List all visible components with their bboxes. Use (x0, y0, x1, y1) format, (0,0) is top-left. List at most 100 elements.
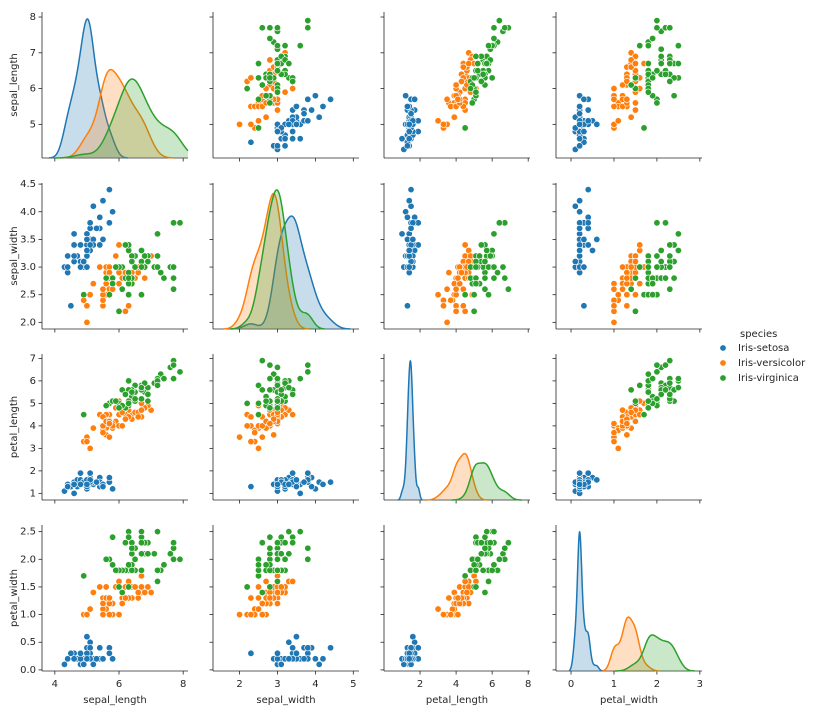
scatter-point (121, 241, 129, 249)
scatter-point (70, 480, 78, 488)
scatter-point (407, 110, 415, 118)
scatter-point (255, 594, 263, 602)
scatter-point (661, 70, 669, 78)
scatter-point (131, 555, 139, 563)
scatter-point (304, 95, 312, 103)
scatter-point (657, 52, 665, 60)
scatter-point (266, 583, 274, 591)
scatter-point (67, 649, 75, 657)
scatter-point (644, 397, 652, 405)
scatter-point (112, 252, 120, 260)
scatter-point (125, 377, 133, 385)
scatter-point (109, 561, 117, 569)
scatter-point (285, 550, 293, 558)
scatter-point (137, 406, 145, 414)
scatter-point (576, 135, 584, 143)
scatter-point (255, 583, 263, 591)
scatter-point (304, 117, 312, 125)
scatter-point (105, 594, 113, 602)
scatter-point (653, 99, 661, 107)
scatter-point (490, 34, 498, 42)
scatter-point (99, 429, 107, 437)
scatter-point (468, 99, 476, 107)
scatter-point (64, 483, 72, 491)
scatter-point (77, 649, 85, 657)
scatter-point (118, 422, 126, 430)
scatter-point (490, 528, 498, 536)
scatter-point (247, 483, 255, 491)
scatter-point (273, 363, 281, 371)
scatter-point (281, 42, 289, 50)
scatter-point (610, 85, 618, 93)
scatter-point (470, 74, 478, 82)
scatter-point (281, 135, 289, 143)
scatter-point (105, 186, 113, 194)
scatter-point (452, 307, 460, 315)
scatter-point (266, 533, 274, 541)
scatter-point (576, 120, 584, 128)
scatter-point (273, 381, 281, 389)
scatter-point (80, 572, 88, 580)
scatter-point (405, 135, 413, 143)
scatter-point (405, 655, 413, 663)
scatter-point (281, 539, 289, 547)
scatter-point (644, 60, 652, 68)
scatter-point (160, 561, 168, 569)
scatter-point (465, 60, 473, 68)
scatter-point (653, 395, 661, 403)
scatter-point (77, 241, 85, 249)
scatter-point (176, 219, 184, 227)
scatter-point (584, 219, 592, 227)
scatter-point (405, 128, 413, 136)
x-tick-label: 3 (274, 679, 280, 690)
kde-line (231, 215, 351, 330)
scatter-point (141, 274, 149, 282)
scatter-point (273, 555, 281, 563)
scatter-point (674, 230, 682, 238)
scatter-point (315, 660, 323, 668)
scatter-point (627, 285, 635, 293)
scatter-point (102, 555, 110, 563)
y-tick-label: 2.5 (20, 527, 36, 538)
scatter-point (160, 274, 168, 282)
kde-line (451, 462, 523, 501)
scatter-point (247, 413, 255, 421)
scatter-point (157, 269, 165, 277)
scatter-point (304, 368, 312, 376)
scatter-point (653, 67, 661, 75)
scatter-point (472, 88, 480, 96)
scatter-point (258, 433, 266, 441)
scatter-point (118, 600, 126, 608)
scatter-point (266, 361, 274, 369)
scatter-point (319, 102, 327, 110)
scatter-point (398, 135, 406, 143)
scatter-point (580, 95, 588, 103)
scatter-point (593, 476, 601, 484)
scatter-point (109, 280, 117, 288)
scatter-point (657, 258, 665, 266)
scatter-point (125, 302, 133, 310)
scatter-point (483, 246, 491, 254)
scatter-point (109, 485, 117, 493)
scatter-point (255, 399, 263, 407)
scatter-point (64, 655, 72, 663)
scatter-point (93, 478, 101, 486)
y-tick-label: 5 (30, 119, 36, 130)
scatter-point (255, 60, 263, 68)
scatter-point (653, 368, 661, 376)
scatter-point (255, 605, 263, 613)
scatter-point (289, 469, 297, 477)
scatter-point (70, 230, 78, 238)
scatter-point (649, 34, 657, 42)
y-tick-label: 6 (30, 376, 36, 387)
scatter-point (258, 600, 266, 608)
scatter-point (115, 611, 123, 619)
scatter-point (93, 224, 101, 232)
scatter-point (461, 241, 469, 249)
scatter-point (96, 644, 104, 652)
scatter-point (501, 544, 509, 552)
scatter-point (137, 528, 145, 536)
kde-area (230, 189, 325, 329)
scatter-point (137, 246, 145, 254)
scatter-point (439, 611, 447, 619)
